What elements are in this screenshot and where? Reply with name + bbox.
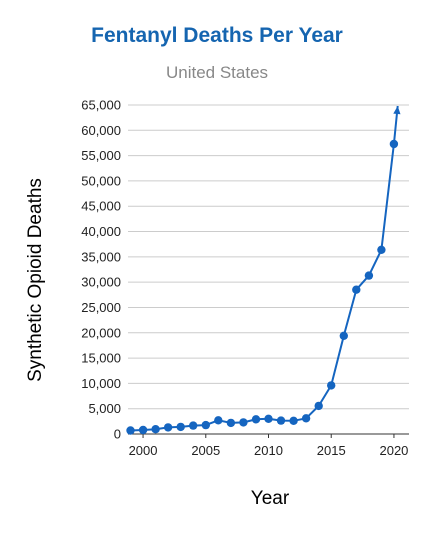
y-tick-label: 20,000	[81, 325, 121, 340]
data-point	[151, 425, 160, 434]
data-point	[239, 418, 248, 427]
x-tick-label: 2005	[191, 443, 220, 458]
data-point	[226, 418, 236, 428]
data-point	[138, 425, 148, 435]
y-tick-label: 60,000	[81, 123, 121, 138]
data-point	[163, 423, 173, 432]
y-axis-ticks: 0 5,000 10,000 15,000 20,000 25,000 30,000 35,0…	[81, 98, 121, 442]
data-point	[327, 381, 336, 390]
y-tick-label: 0	[114, 427, 121, 442]
series-synthetic-opioid-deaths	[126, 105, 401, 435]
y-axis-label: Synthetic Opioid Deaths	[25, 178, 46, 382]
y-tick-label: 10,000	[81, 376, 121, 391]
data-point	[364, 271, 374, 280]
y-tick-label: 15,000	[81, 351, 121, 366]
x-axis-ticks: 2000 2005 2010 2015 2020	[129, 434, 408, 458]
line-end-arrow	[393, 106, 401, 115]
y-tick-label: 25,000	[81, 300, 121, 315]
data-point	[189, 421, 198, 430]
x-tick-label: 2020	[379, 443, 408, 458]
data-point	[201, 420, 210, 430]
chart-subtitle: United States	[166, 63, 268, 82]
y-tick-label: 55,000	[81, 148, 121, 163]
gridlines	[128, 104, 409, 435]
x-tick-label: 2015	[317, 443, 346, 458]
y-tick-label: 5,000	[88, 401, 121, 416]
data-point	[389, 139, 399, 149]
y-tick-label: 65,000	[81, 98, 121, 113]
data-point	[377, 245, 386, 254]
y-tick-label: 50,000	[81, 173, 121, 188]
chart-title: Fentanyl Deaths Per Year	[91, 24, 343, 47]
data-point	[176, 422, 185, 432]
data-point	[314, 401, 323, 411]
y-tick-label: 40,000	[81, 224, 121, 239]
data-point	[339, 331, 348, 340]
data-point	[251, 415, 261, 424]
x-tick-label: 2010	[254, 443, 283, 458]
y-tick-label: 45,000	[81, 199, 121, 214]
data-point	[289, 416, 298, 425]
x-tick-label: 2000	[129, 443, 158, 458]
series-line	[130, 105, 399, 432]
x-axis-label: Year	[251, 488, 290, 509]
data-point	[352, 285, 361, 294]
y-tick-label: 30,000	[81, 275, 121, 290]
y-tick-label: 35,000	[81, 249, 121, 264]
data-point	[301, 414, 311, 423]
data-point	[276, 416, 286, 425]
data-point	[126, 426, 135, 435]
data-point	[264, 414, 273, 423]
data-point	[214, 416, 223, 425]
